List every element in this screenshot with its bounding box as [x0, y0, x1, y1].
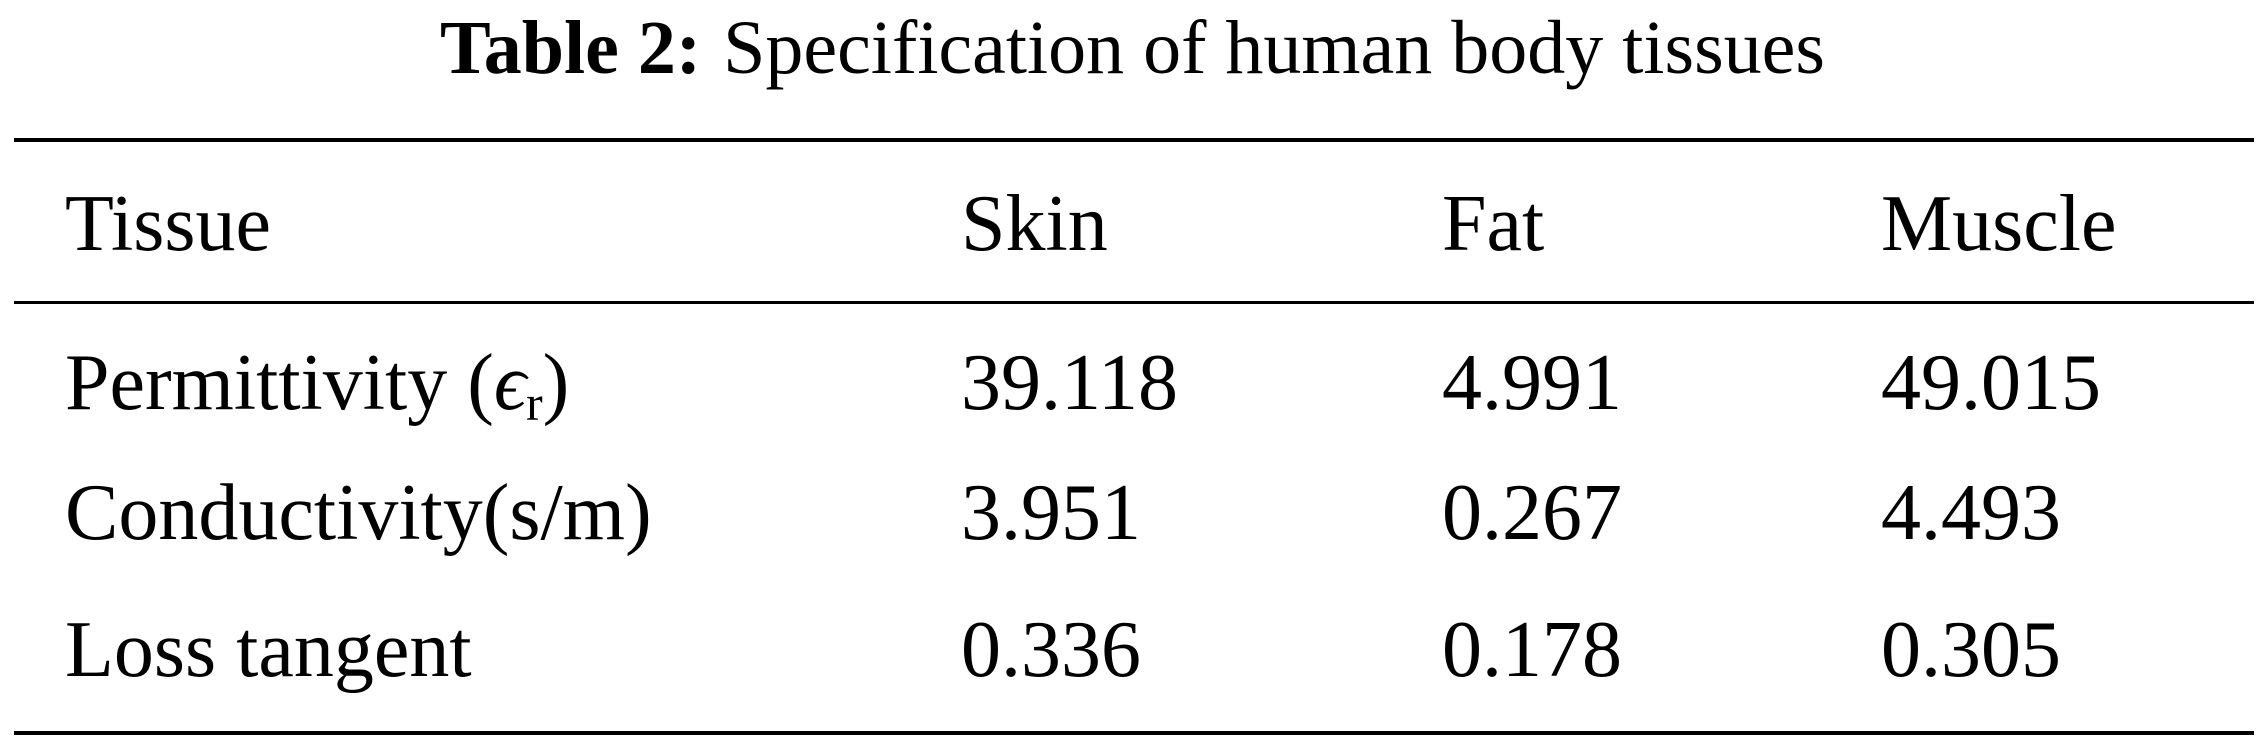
bottom-rule: [14, 731, 2254, 735]
header-rule: [14, 301, 2254, 304]
cell-value: 4.991: [1442, 339, 1622, 427]
row-label: Loss tangent: [65, 606, 472, 694]
label-symbol: ϵ: [493, 339, 527, 427]
caption-text: Specification of human body tissues: [723, 6, 1825, 90]
cell-value: 0.305: [1881, 606, 2061, 694]
cell-value: 0.178: [1442, 606, 1622, 694]
cell-value: 3.951: [961, 469, 1141, 557]
label-close: ): [542, 339, 570, 427]
cell-value: 0.267: [1442, 469, 1622, 557]
row-label: Permittivity (ϵr): [65, 343, 569, 428]
cell-value: 4.493: [1881, 469, 2061, 557]
table-caption: Table 2: Specification of human body tiss…: [0, 10, 2265, 86]
header-cell: Tissue: [65, 180, 272, 268]
caption-label: Table 2:: [440, 6, 702, 90]
row-label: Conductivity(s/m): [65, 469, 652, 557]
cell-value: 0.336: [961, 606, 1141, 694]
label-text: Permittivity (: [65, 339, 494, 427]
header-cell: Skin: [961, 180, 1108, 268]
cell-value: 39.118: [961, 339, 1179, 427]
header-cell: Muscle: [1881, 180, 2117, 268]
top-rule: [14, 138, 2254, 142]
header-cell: Fat: [1442, 180, 1545, 268]
cell-value: 49.015: [1881, 339, 2101, 427]
label-subscript: r: [526, 375, 543, 431]
